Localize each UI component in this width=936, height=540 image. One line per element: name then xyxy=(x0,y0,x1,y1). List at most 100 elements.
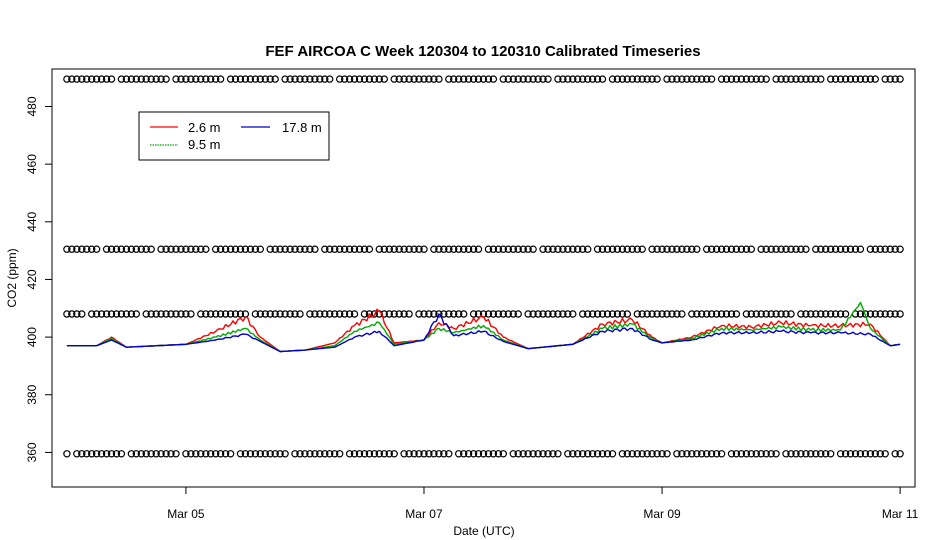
calibration-point xyxy=(246,75,255,83)
calibration-point xyxy=(737,75,746,83)
calibration-point xyxy=(524,310,532,318)
calibration-point xyxy=(772,245,780,253)
calibration-point xyxy=(698,450,706,458)
calibration-point xyxy=(633,310,642,318)
calibration-point xyxy=(836,75,845,83)
calibration-point xyxy=(489,450,498,458)
calibration-point xyxy=(648,245,656,253)
calibration-point xyxy=(469,245,478,253)
calibration-point xyxy=(762,245,770,253)
calibration-point xyxy=(311,310,319,318)
calibration-point xyxy=(792,75,800,83)
calibration-point xyxy=(722,245,731,253)
calibration-point xyxy=(623,245,632,253)
calibration-point xyxy=(881,450,889,458)
calibration-point xyxy=(415,450,423,458)
calibration-point xyxy=(598,75,607,83)
calibration-point xyxy=(241,245,250,253)
calibration-point xyxy=(489,310,498,318)
calibration-point xyxy=(831,75,840,83)
calibration-point xyxy=(87,75,96,83)
calibration-point xyxy=(579,245,587,253)
calibration-point xyxy=(752,310,761,318)
calibration-point xyxy=(152,75,160,83)
calibration-point xyxy=(206,310,215,318)
calibration-point xyxy=(211,450,220,458)
calibration-point xyxy=(73,245,81,253)
calibration-point xyxy=(633,245,642,253)
calibration-point xyxy=(221,450,230,458)
calibration-point xyxy=(440,310,448,318)
calibration-point xyxy=(231,75,240,83)
calibration-point xyxy=(474,75,483,83)
calibration-point xyxy=(122,310,131,318)
calibration-point xyxy=(460,310,468,318)
legend-label-2-6m: 2.6 m xyxy=(188,120,221,135)
calibration-point xyxy=(658,245,666,253)
calibration-point xyxy=(390,450,398,458)
calibration-point xyxy=(336,75,344,83)
calibration-point xyxy=(499,310,507,318)
calibration-point xyxy=(206,450,215,458)
calibration-point xyxy=(211,75,220,83)
calibration-point xyxy=(628,450,637,458)
calibration-point xyxy=(177,245,185,253)
calibration-point xyxy=(866,245,875,253)
calibration-point xyxy=(727,75,736,83)
calibration-point xyxy=(489,75,498,83)
calibration-point xyxy=(187,310,195,318)
calibration-point xyxy=(197,75,205,83)
calibration-point xyxy=(608,450,617,458)
calibration-point xyxy=(296,75,304,83)
calibration-point xyxy=(876,450,885,458)
calibration-point xyxy=(474,310,483,318)
calibration-point xyxy=(673,450,681,458)
calibration-point xyxy=(375,75,383,83)
calibration-point xyxy=(777,310,785,318)
calibration-point xyxy=(266,75,274,83)
calibration-point xyxy=(455,245,463,253)
calibration-point xyxy=(301,450,309,458)
calibration-point xyxy=(628,75,637,83)
calibration-point xyxy=(82,450,91,458)
calibration-point xyxy=(326,310,334,318)
calibration-point xyxy=(593,245,602,253)
calibration-point xyxy=(732,245,741,253)
calibration-point xyxy=(370,310,379,318)
calibration-point xyxy=(881,75,889,83)
calibration-point xyxy=(311,245,319,253)
calibration-point xyxy=(633,75,642,83)
calibration-point xyxy=(78,75,86,83)
calibration-point xyxy=(460,450,468,458)
calibration-point xyxy=(345,245,354,253)
x-tick-label: Mar 09 xyxy=(643,507,681,521)
calibration-point xyxy=(380,310,388,318)
calibration-point xyxy=(856,245,865,253)
calibration-point xyxy=(112,450,121,458)
calibration-point xyxy=(291,75,299,83)
calibration-point xyxy=(182,245,190,253)
calibration-point xyxy=(331,310,339,318)
calibration-point xyxy=(236,310,245,318)
calibration-point xyxy=(836,310,845,318)
calibration-point xyxy=(127,450,136,458)
calibration-point xyxy=(574,75,582,83)
calibration-point xyxy=(296,245,304,253)
calibration-point xyxy=(658,450,666,458)
calibration-point xyxy=(107,310,116,318)
calibration-point xyxy=(757,450,765,458)
calibration-point xyxy=(891,450,899,458)
calibration-point xyxy=(767,245,775,253)
calibration-point xyxy=(370,75,379,83)
calibration-point xyxy=(787,450,795,458)
calibration-point xyxy=(147,450,155,458)
calibration-point xyxy=(782,75,790,83)
calibration-point xyxy=(524,450,532,458)
calibration-point xyxy=(673,75,681,83)
calibration-point xyxy=(593,75,602,83)
calibration-point xyxy=(365,310,374,318)
legend-label-9-5m: 9.5 m xyxy=(188,137,221,152)
calibration-point xyxy=(499,245,507,253)
calibration-point xyxy=(137,450,145,458)
calibration-point xyxy=(767,310,775,318)
